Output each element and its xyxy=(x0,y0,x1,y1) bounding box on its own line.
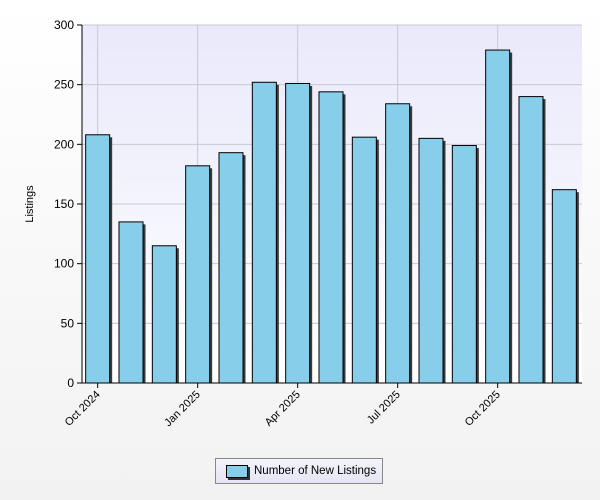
y-tick-label: 50 xyxy=(61,316,75,330)
x-tick-label: Oct 2025 xyxy=(463,389,503,429)
bar xyxy=(418,137,444,384)
bar xyxy=(285,82,311,384)
y-tick-label: 200 xyxy=(54,137,74,151)
x-tick-label: Jul 2025 xyxy=(365,389,403,427)
bar xyxy=(218,152,244,384)
y-tick-label: 100 xyxy=(54,257,74,271)
y-tick-labels: 0 50 100 150 200 250 300 xyxy=(54,18,74,390)
bar xyxy=(518,96,544,384)
y-tick-label: 150 xyxy=(54,197,74,211)
bar xyxy=(185,165,211,384)
bar xyxy=(551,189,577,384)
x-tick-label: Jan 2025 xyxy=(162,389,202,429)
bar xyxy=(351,136,377,384)
y-axis-title: Listings xyxy=(24,185,36,223)
bar xyxy=(385,103,411,384)
y-tick-label: 300 xyxy=(54,18,74,32)
bar xyxy=(485,49,511,384)
x-tick-label: Oct 2024 xyxy=(63,389,103,429)
y-tick-label: 0 xyxy=(67,376,74,390)
bar xyxy=(318,91,344,384)
bars-group xyxy=(85,49,579,384)
x-tick-label: Apr 2025 xyxy=(263,389,303,429)
legend: Number of New Listings xyxy=(215,458,383,484)
x-tick-labels: Oct 2024 Jan 2025 Apr 2025 Jul 2025 Oct 2025 xyxy=(63,389,503,429)
legend-label: Number of New Listings xyxy=(254,465,377,477)
legend-swatch xyxy=(226,464,248,478)
bar xyxy=(85,134,111,384)
y-tick-label: 250 xyxy=(54,78,74,92)
bar xyxy=(151,245,177,384)
axes-group xyxy=(77,24,582,388)
bar xyxy=(451,145,477,384)
bar xyxy=(118,221,144,384)
bar xyxy=(251,81,277,384)
